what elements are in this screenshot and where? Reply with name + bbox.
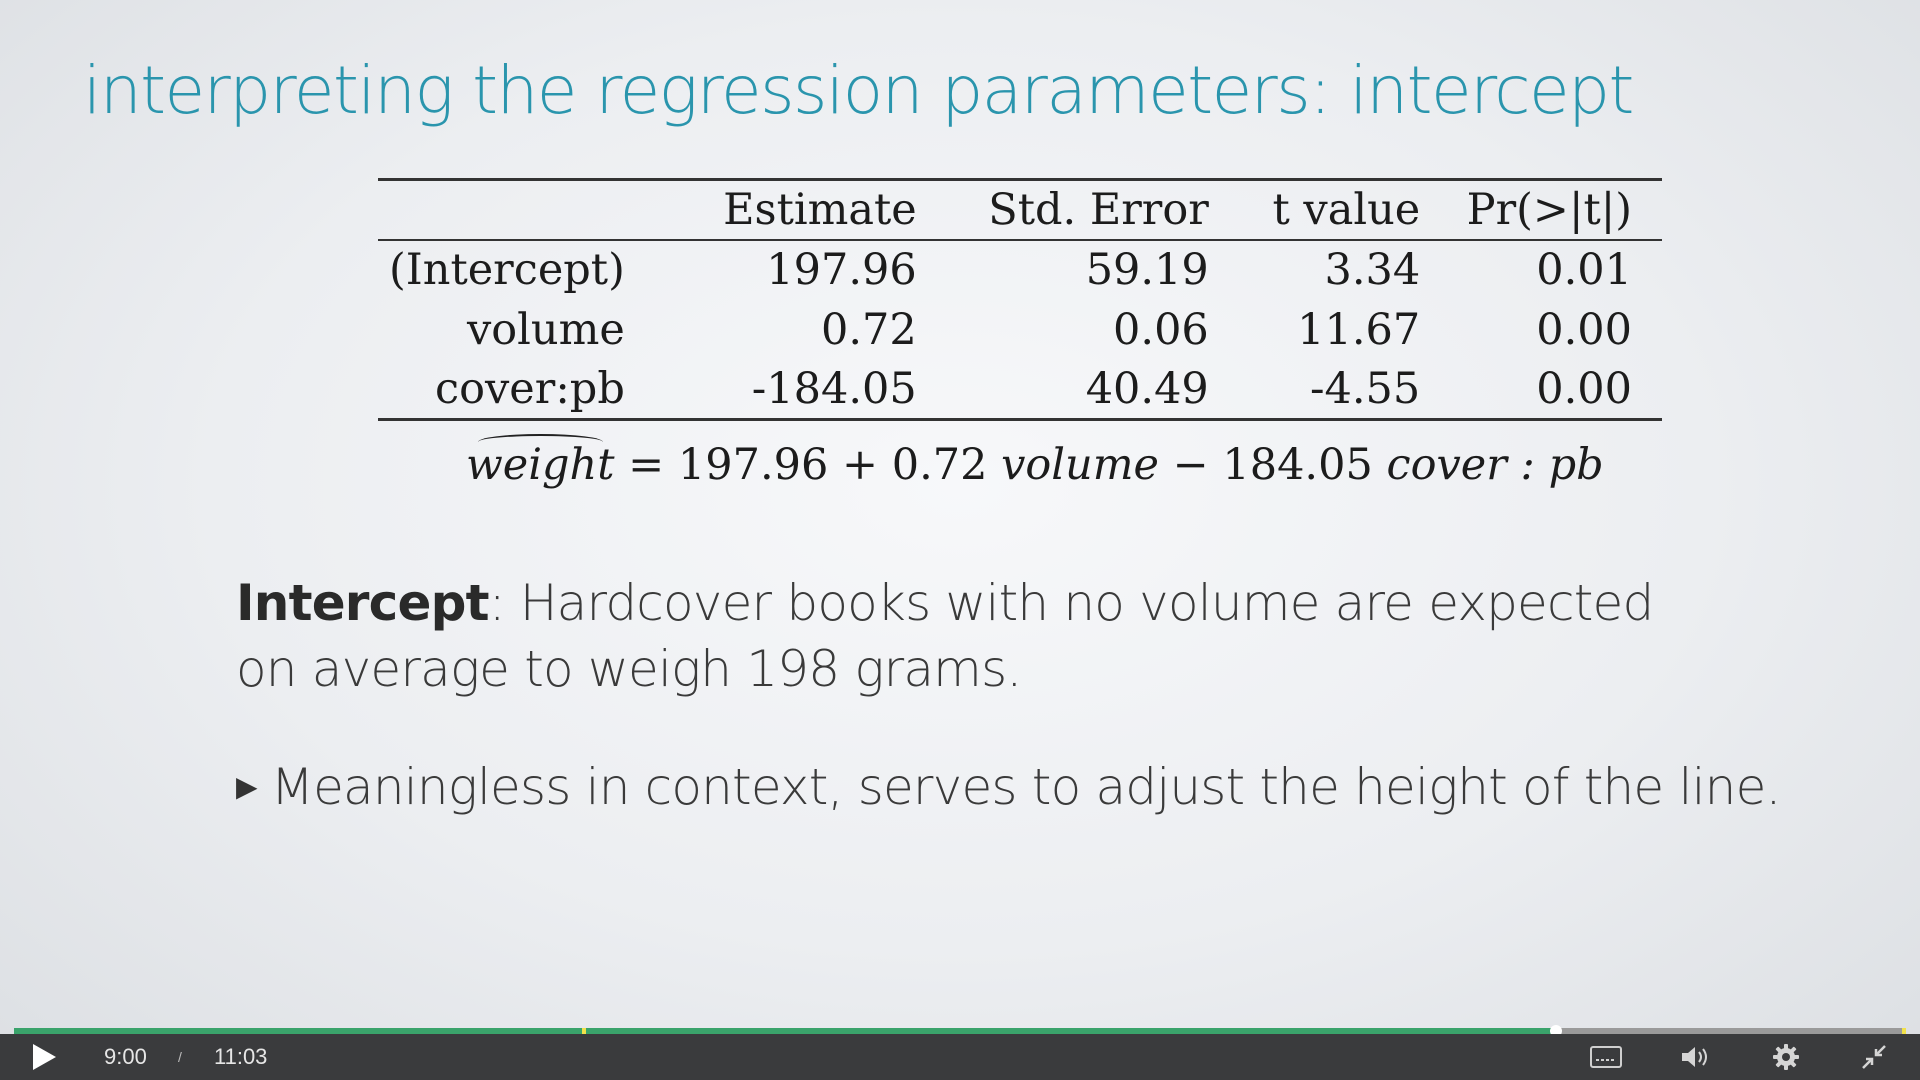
time-separator: / <box>178 1049 182 1065</box>
equation-term-cover: cover : pb <box>1386 440 1604 490</box>
table-cell: 3.34 <box>1324 245 1421 295</box>
table-header-cell: Std. Error <box>988 184 1209 235</box>
table-cell: 0.00 <box>1536 363 1632 414</box>
progress-played <box>14 1028 1556 1034</box>
table-cell: 11.67 <box>1297 304 1421 355</box>
table-header-row: Estimate Std. Error t value Pr(>|t|) <box>378 179 1662 240</box>
table-cell: 59.19 <box>1085 245 1209 295</box>
volume-button[interactable] <box>1674 1034 1718 1080</box>
play-button[interactable] <box>22 1034 66 1080</box>
table-row: volume 0.72 0.06 11.67 0.00 <box>378 300 1662 360</box>
play-icon <box>33 1044 56 1070</box>
intercept-explanation: Intercept: Hardcover books with no volum… <box>236 570 1716 702</box>
table-cell: 0.01 <box>1536 245 1632 295</box>
table-cell: -184.05 <box>751 363 917 414</box>
table-row: cover:pb -184.05 40.49 -4.55 0.00 <box>378 360 1662 420</box>
bullet-text: Meaningless in context, serves to adjust… <box>270 758 1782 816</box>
table-header-cell: t value <box>1272 184 1421 235</box>
table-cell: 0.72 <box>821 304 917 355</box>
duration: 11:03 <box>214 1044 268 1069</box>
table-cell: 0.00 <box>1536 304 1632 355</box>
exit-fullscreen-button[interactable] <box>1852 1034 1896 1080</box>
volume-icon <box>1682 1047 1707 1067</box>
table-cell: 0.06 <box>1113 304 1209 355</box>
bullet-triangle-icon: ▶ <box>236 770 258 803</box>
intercept-label: Intercept <box>236 574 490 632</box>
table-cell: volume <box>467 304 625 355</box>
regression-equation: weight = 197.96 + 0.72 volume − 184.05 c… <box>466 434 1604 490</box>
table-header-cell: Pr(>|t|) <box>1466 184 1632 235</box>
slide: interpreting the regression parameters: … <box>83 52 1781 816</box>
settings-gear-icon <box>1773 1044 1799 1070</box>
table-cell: 40.49 <box>1085 363 1209 414</box>
intercept-body: : Hardcover books with no volume are exp… <box>236 574 1654 698</box>
table-cell: -4.55 <box>1309 363 1421 414</box>
equation-minus: − 184.05 <box>1158 440 1387 490</box>
table-cell: (Intercept) <box>389 245 625 295</box>
equation-term-volume: volume <box>1001 440 1159 490</box>
regression-table: Estimate Std. Error t value Pr(>|t|) (In… <box>378 178 1662 421</box>
captions-button[interactable] <box>1584 1034 1628 1080</box>
chapter-marker <box>581 1028 586 1034</box>
table-header-cell: Estimate <box>723 184 917 235</box>
table-header-cell <box>378 180 645 240</box>
table-row: (Intercept) 197.96 59.19 3.34 0.01 <box>378 240 1662 300</box>
settings-button[interactable] <box>1764 1034 1808 1080</box>
captions-icon <box>1590 1046 1622 1068</box>
end-marker <box>1902 1028 1906 1034</box>
exit-fullscreen-icon <box>1862 1045 1886 1069</box>
player-controls: 9:00 / 11:03 <box>0 1034 1920 1080</box>
equation-intercept-slope: = 197.96 + 0.72 <box>614 440 1002 490</box>
slide-title: interpreting the regression parameters: … <box>83 52 1634 129</box>
equation-lhs: weight <box>466 434 615 490</box>
table-cell: 197.96 <box>766 245 917 295</box>
table-cell: cover:pb <box>435 363 625 414</box>
current-time: 9:00 <box>104 1044 147 1069</box>
bullet-point: ▶ Meaningless in context, serves to adjus… <box>236 758 1781 816</box>
